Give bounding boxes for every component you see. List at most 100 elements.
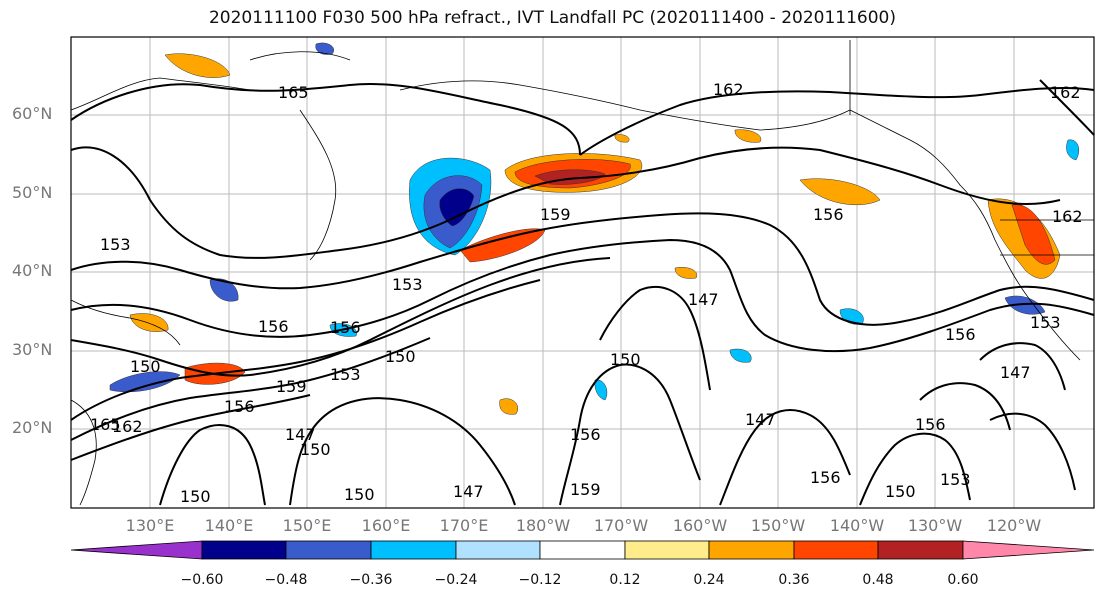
contour-162-north [579,86,1095,156]
contour-label: 162 [713,80,744,99]
colorbar-tick: 0.36 [778,572,810,588]
contour-label: 150 [610,350,641,369]
contour-153-east [979,342,1066,391]
coastline-alaska-aleutians [399,80,851,131]
contour-label: 153 [392,275,423,294]
contour-label: 150 [385,347,416,366]
contour-label: 147 [688,290,719,309]
colorbar-bin [877,540,964,560]
contour-label: 156 [810,468,841,487]
contour-label: 162 [1052,207,1083,226]
contour-150-south [159,424,266,506]
lon-label: 170°E [439,516,489,535]
positive-anomaly [734,129,762,143]
contour-label: 153 [100,235,131,254]
map-frame [70,36,1095,509]
contour-162-ne [1039,79,1095,136]
colorbar-tick: −0.12 [518,572,562,588]
contour-label: 156 [813,205,844,224]
contour-label: 165 [90,415,121,434]
colorbar-bin [201,540,287,560]
coastline-kamchatka [299,109,337,261]
positive-anomaly [674,267,698,279]
contour-159-ridge [70,146,1061,259]
lon-label: 170°W [593,516,649,535]
contour-label: 153 [940,470,971,489]
contour-label: 147 [1000,363,1031,382]
contour-label: 153 [330,365,361,384]
figure-title: 2020111100 F030 500 hPa refract., IVT La… [208,8,896,28]
graticule [71,37,1094,508]
colorbar-tick: −0.60 [180,572,224,588]
contour-label: 147 [285,425,316,444]
lat-label: 40°N [12,261,53,280]
lon-label: 160°E [361,516,411,535]
colorbar-tick: 0.48 [862,572,894,588]
negative-anomaly [1004,295,1046,315]
contour-165-north [70,83,581,156]
contour-label: 150 [130,357,161,376]
contour-156 [70,212,1095,326]
contour-165-sw [70,394,311,461]
contour-label: 156 [258,317,289,336]
contour-150-mid [599,285,711,391]
contour-159-sw [70,279,541,421]
positive-anomaly [799,178,881,206]
contour-label: 156 [945,325,976,344]
colorbar-extend-high [962,540,1095,560]
contour-159-mid [559,363,701,506]
lon-label: 150°E [282,516,332,535]
contour-label-group: 165 162 156 159 153 156 156 150 159 153 … [90,80,1083,506]
lon-label: 150°W [750,516,806,535]
negative-anomaly [109,371,181,393]
coastline-north-america [849,40,1081,361]
contour-150 [70,257,611,377]
contour-label: 150 [885,482,916,501]
colorbar [70,540,1095,560]
lon-label: 140°E [204,516,254,535]
contour-147-south [289,397,516,506]
colorbar-tick: −0.36 [349,572,393,588]
colorbar-bin [285,540,372,560]
contour-150-east [859,432,971,506]
lon-label: 160°W [672,516,728,535]
positive-anomaly [499,398,518,415]
lon-label: 130°E [125,516,175,535]
coastline-borders [1000,219,1094,256]
contour-153 [70,238,1095,353]
contour-label: 156 [915,415,946,434]
contour-147-mid [719,409,851,506]
negative-light-anomaly [1066,139,1079,161]
contour-label: 153 [1030,313,1061,332]
negative-anomaly [315,42,334,55]
contour-label: 147 [453,482,484,501]
lon-label: 120°W [986,516,1042,535]
contour-label: 150 [180,487,211,506]
contour-label: 150 [344,485,375,504]
colorbar-extend-low [70,540,203,560]
colorbar-bin [708,540,795,560]
lat-label: 30°N [12,340,53,359]
lon-label: 140°W [829,516,885,535]
negative-light-anomaly [729,348,752,363]
contour-label: 159 [540,205,571,224]
contour-label: 156 [330,318,361,337]
contour-label: 159 [276,377,307,396]
positive-anomaly [614,134,630,143]
contour-label: 162 [1050,83,1081,102]
colorbar-tick: −0.48 [264,572,308,588]
lat-label: 60°N [12,104,53,123]
colorbar-tick: −0.24 [434,572,478,588]
contour-label: 162 [112,417,143,436]
contour-147-east [989,412,1076,491]
colorbar-bin [624,540,710,560]
anomaly-fills [109,42,1079,415]
contour-label: 156 [570,425,601,444]
lon-label: 130°W [907,516,963,535]
contour-156-east [919,382,1011,431]
contour-label: 150 [300,440,331,459]
colorbar-tick: 0.12 [609,572,641,588]
colorbar-tick: 0.60 [947,572,979,588]
negative-light-anomaly [594,379,608,401]
